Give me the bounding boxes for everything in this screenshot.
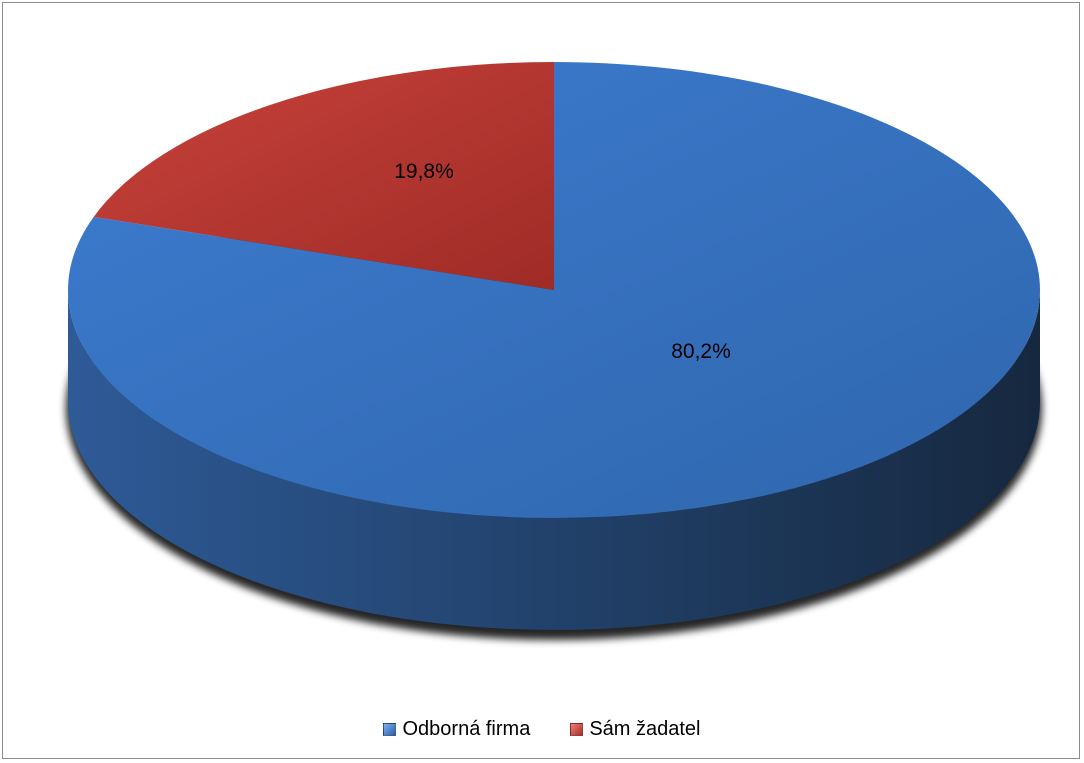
legend-label-odborna-firma: Odborná firma bbox=[402, 718, 531, 740]
legend-swatch-sam-zadatel bbox=[570, 723, 584, 736]
pie-slice-sam-zadatel bbox=[93, 62, 555, 290]
legend-item-sam-zadatel: Sám žadatel bbox=[570, 718, 701, 741]
data-label-odborna-firma: 80,2% bbox=[671, 340, 731, 363]
legend-label-sam-zadatel: Sám žadatel bbox=[589, 718, 701, 740]
pie-slice-odborna-firma bbox=[67, 62, 1040, 518]
legend-swatch-odborna-firma bbox=[383, 723, 397, 736]
data-label-sam-zadatel: 19,8% bbox=[394, 160, 454, 183]
legend-item-odborna-firma: Odborná firma bbox=[383, 718, 530, 741]
pie-side-wall bbox=[68, 290, 1040, 630]
legend: Odborná firma Sám žadatel bbox=[0, 718, 1084, 741]
